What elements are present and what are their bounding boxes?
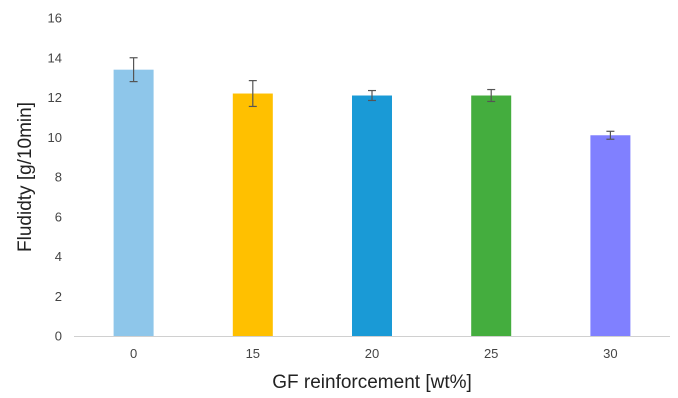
x-tick-label: 30 xyxy=(603,346,617,361)
error-bar-30 xyxy=(606,130,615,140)
y-axis-ticks: 0 2 4 6 8 10 12 14 16 xyxy=(48,11,62,344)
y-tick-label: 2 xyxy=(55,289,62,304)
x-axis-ticks: 0 15 20 25 30 xyxy=(130,346,618,361)
y-tick-label: 0 xyxy=(55,329,62,344)
y-tick-label: 16 xyxy=(48,11,62,26)
x-tick-label: 20 xyxy=(365,346,379,361)
error-bar-0 xyxy=(129,57,138,83)
y-tick-label: 12 xyxy=(48,90,62,105)
error-bar-25 xyxy=(487,88,496,103)
bar-0 xyxy=(113,69,154,337)
error-bar-15 xyxy=(248,80,257,108)
bar-20 xyxy=(352,95,392,336)
error-bar-20 xyxy=(368,89,376,102)
y-tick-label: 10 xyxy=(48,130,62,145)
x-axis-title: GF reinforcement [wt%] xyxy=(272,372,472,393)
x-tick-label: 15 xyxy=(246,346,260,361)
y-tick-label: 8 xyxy=(55,170,62,185)
x-tick-label: 25 xyxy=(484,346,498,361)
y-axis-title: Fludidty [g/10min] xyxy=(15,102,36,252)
bar-30 xyxy=(590,135,631,336)
y-tick-label: 14 xyxy=(48,50,62,65)
y-tick-label: 4 xyxy=(55,249,62,264)
bar-15 xyxy=(232,93,273,337)
y-tick-label: 6 xyxy=(55,209,62,224)
x-tick-label: 0 xyxy=(130,346,137,361)
error-bars xyxy=(129,57,615,140)
bar-25 xyxy=(471,95,512,336)
bars xyxy=(113,69,631,337)
